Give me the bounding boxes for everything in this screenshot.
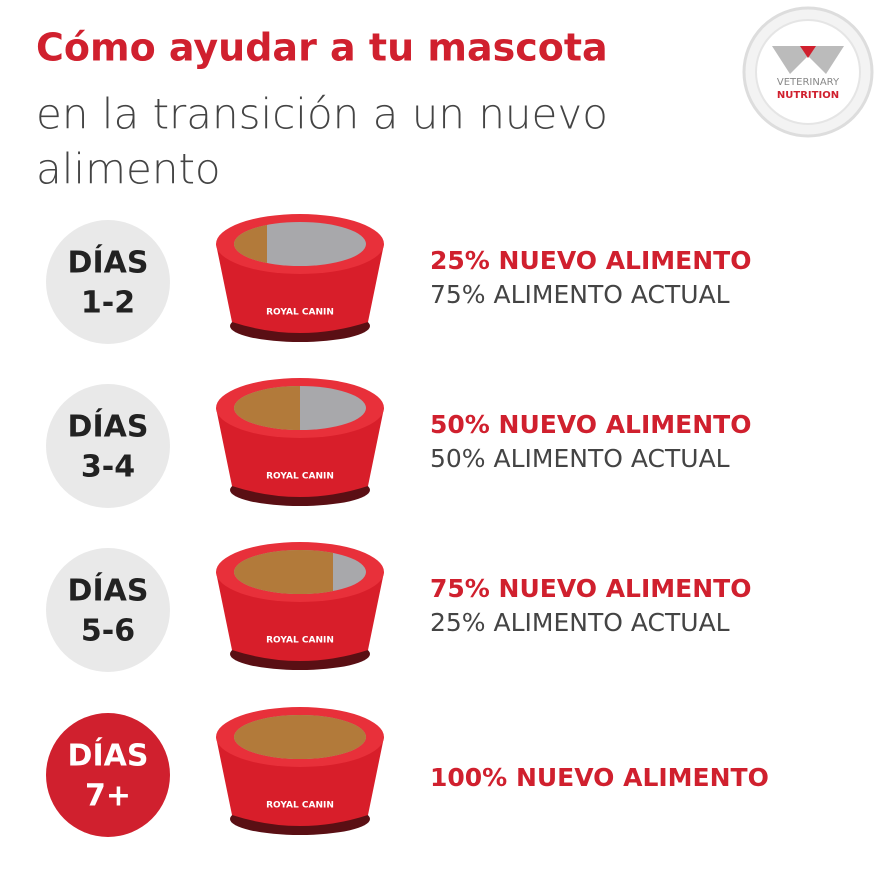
current-food-text: 50% ALIMENTO ACTUAL — [430, 444, 730, 473]
logo-text: VETERINARY — [777, 77, 840, 88]
day-label: DÍAS — [68, 573, 149, 609]
subtitle: alimento — [36, 145, 221, 194]
bowl-brand: ROYAL CANIN — [266, 636, 334, 646]
bowl-brand: ROYAL CANIN — [266, 472, 334, 482]
logo: VETERINARY NUTRITION — [742, 6, 874, 138]
bowl: ROYAL CANIN — [216, 214, 384, 342]
step: DÍAS 3-4 ROYAL CANIN 50% NUEVO ALIMENTO 50% … — [46, 378, 751, 508]
new-food-text: 100% NUEVO ALIMENTO — [430, 763, 769, 792]
day-circle — [46, 384, 170, 508]
logo-text: NUTRITION — [777, 90, 839, 101]
new-food-text: 75% NUEVO ALIMENTO — [430, 574, 751, 603]
day-label: DÍAS — [68, 245, 149, 281]
day-range: 5-6 — [81, 614, 135, 649]
day-range: 3-4 — [81, 450, 135, 485]
day-circle — [46, 713, 170, 837]
title: Cómo ayudar a tu mascota — [36, 26, 608, 70]
bowl: ROYAL CANIN — [216, 378, 384, 506]
day-range: 7+ — [85, 779, 131, 814]
new-food-text: 25% NUEVO ALIMENTO — [430, 246, 751, 275]
day-circle — [46, 220, 170, 344]
day-circle — [46, 548, 170, 672]
day-range: 1-2 — [81, 286, 135, 321]
current-food-text: 25% ALIMENTO ACTUAL — [430, 608, 730, 637]
step: DÍAS 7+ ROYAL CANIN 100% NUEVO ALIMENTO — [46, 707, 769, 837]
bowl: ROYAL CANIN — [216, 707, 384, 835]
bowl-brand: ROYAL CANIN — [266, 308, 334, 318]
step: DÍAS 1-2 ROYAL CANIN 25% NUEVO ALIMENTO 75% … — [46, 214, 751, 344]
step: DÍAS 5-6 ROYAL CANIN 75% NUEVO ALIMENTO 25% … — [46, 542, 751, 672]
day-label: DÍAS — [68, 738, 149, 774]
bowl-brand: ROYAL CANIN — [266, 801, 334, 811]
bowl: ROYAL CANIN — [216, 542, 384, 670]
day-label: DÍAS — [68, 409, 149, 445]
current-food-text: 75% ALIMENTO ACTUAL — [430, 280, 730, 309]
subtitle: en la transición a un nuevo — [36, 90, 608, 139]
new-food-text: 50% NUEVO ALIMENTO — [430, 410, 751, 439]
